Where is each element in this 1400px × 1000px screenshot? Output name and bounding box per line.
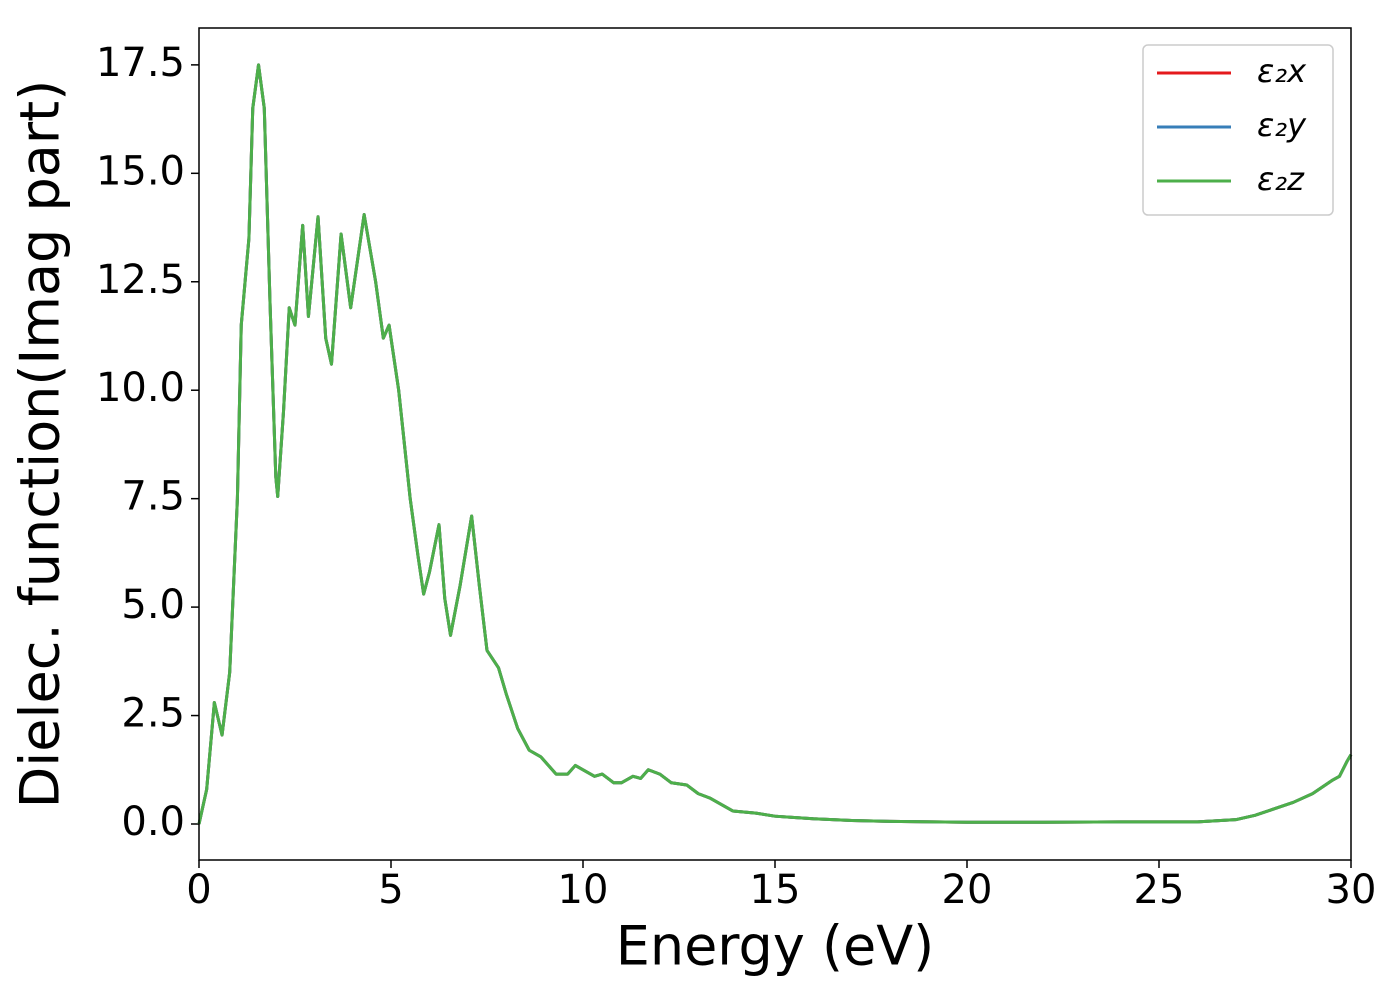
x-tick-label: 25	[1134, 867, 1185, 913]
legend-box	[1142, 44, 1334, 216]
legend-label: ε₂x	[1257, 52, 1307, 90]
x-axis-label: Energy (eV)	[616, 915, 935, 978]
x-tick-label: 15	[750, 867, 801, 913]
y-axis-label: Dielec. function(Imag part)	[9, 80, 72, 809]
y-tick-label: 5.0	[121, 582, 185, 628]
legend-label: ε₂y	[1257, 106, 1307, 144]
x-tick-label: 0	[186, 867, 211, 913]
y-tick-label: 0.0	[121, 799, 185, 845]
y-tick-label: 15.0	[96, 148, 185, 194]
y-tick-label: 7.5	[121, 474, 185, 520]
x-tick-label: 30	[1326, 867, 1377, 913]
y-tick-label: 12.5	[96, 257, 185, 303]
x-tick-label: 5	[378, 867, 403, 913]
y-tick-label: 2.5	[121, 691, 185, 737]
y-tick-label: 10.0	[96, 365, 185, 411]
x-tick-label: 20	[942, 867, 993, 913]
y-tick-label: 17.5	[96, 40, 185, 86]
legend-label: ε₂z	[1257, 160, 1305, 198]
data-line	[197, 63, 1353, 825]
x-tick-label: 10	[558, 867, 609, 913]
plot-frame	[198, 27, 1352, 861]
